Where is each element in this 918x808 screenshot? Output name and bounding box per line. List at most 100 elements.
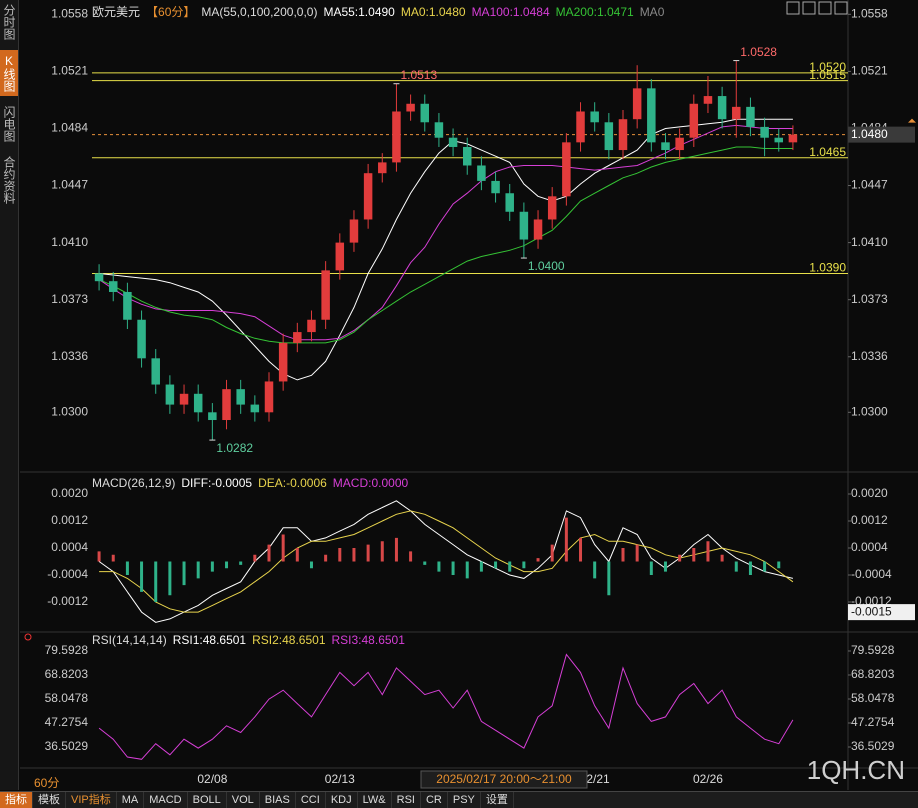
candle-body <box>278 342 288 382</box>
icon[interactable] <box>786 1 800 15</box>
candle-body <box>760 126 769 138</box>
extreme-label: 1.0528 <box>740 45 777 59</box>
candle-body <box>264 381 274 413</box>
y-tick-label: 0.0004 <box>851 540 888 554</box>
window-icons <box>786 1 848 15</box>
level-label: 1.0515 <box>809 68 846 82</box>
y-tick-label: 1.0410 <box>51 235 88 249</box>
y-tick-label: -0.0012 <box>47 594 88 608</box>
candle-body <box>519 211 529 240</box>
y-tick-label: 0.0012 <box>851 513 888 527</box>
candle-body <box>349 219 359 243</box>
toolbar-item[interactable]: MACD <box>144 792 188 808</box>
candle-body <box>505 193 514 212</box>
sidebar-tab[interactable]: 闪电图 <box>2 106 16 142</box>
sidebar-tab[interactable]: 合约资料 <box>2 156 16 204</box>
period-tab[interactable]: 60分 <box>34 776 60 790</box>
series-line <box>99 118 793 381</box>
y-tick-label: 79.5928 <box>45 643 89 657</box>
toolbar-item[interactable]: 设置 <box>481 792 514 808</box>
toolbar-item[interactable]: BOLL <box>188 792 227 808</box>
crosshair-box <box>420 770 588 789</box>
y-tick-label: 0.0020 <box>851 486 888 500</box>
toolbar-item[interactable]: VOL <box>227 792 260 808</box>
y-tick-label: -0.0004 <box>851 567 892 581</box>
y-tick-label: 1.0521 <box>51 64 88 78</box>
candle-body <box>661 142 670 151</box>
candle-body <box>137 319 146 359</box>
candle-body <box>632 88 642 120</box>
icon[interactable] <box>802 1 816 15</box>
value-tag <box>848 604 915 621</box>
level-label: 1.0465 <box>809 145 846 159</box>
price-tag-label: 1.0480 <box>851 127 888 141</box>
level-label: 1.0520 <box>809 60 846 74</box>
candle-body <box>420 103 430 123</box>
candle-body <box>562 142 571 197</box>
toolbar-item[interactable]: PSY <box>448 792 481 808</box>
candle-body <box>236 389 245 405</box>
toolbar-item[interactable]: CR <box>421 792 448 808</box>
candle-body <box>378 162 387 174</box>
toolbar-item[interactable]: 指标 <box>0 792 33 808</box>
y-tick-label: 1.0447 <box>51 178 88 192</box>
candle-body <box>788 134 798 143</box>
legend-entry: RSI1:48.6501 <box>172 633 247 647</box>
extreme-label: 1.0513 <box>400 68 437 82</box>
y-tick-label: 36.5029 <box>851 739 895 753</box>
value-tag-label: -0.0015 <box>851 604 892 618</box>
candle-body <box>250 404 260 413</box>
candle-body <box>222 389 231 421</box>
candle-body <box>165 384 175 405</box>
toolbar-item[interactable]: CCI <box>296 792 326 808</box>
candle-body <box>307 319 316 333</box>
candle-body <box>618 119 628 151</box>
toolbar-item[interactable]: KDJ <box>326 792 358 808</box>
series-line <box>98 653 794 760</box>
indicator-icon <box>24 633 32 641</box>
sidebar-tab[interactable]: 分时图 <box>2 4 16 40</box>
toolbar-item[interactable]: RSI <box>392 792 421 808</box>
price-tag <box>848 126 915 143</box>
indicator: MA(55,0,100,200,0,0) <box>201 5 318 19</box>
y-tick-label: 1.0410 <box>851 235 888 249</box>
legend-entry: RSI3:48.6501 <box>331 633 405 647</box>
candle-body <box>491 180 500 194</box>
candle-body <box>94 273 104 282</box>
chart-title: RSI(14,14,14) <box>92 633 167 647</box>
candle-body <box>689 103 699 138</box>
x-tick-label: 02/26 <box>693 772 723 786</box>
period: 【60分】 <box>146 5 196 19</box>
candle-body <box>746 106 755 127</box>
toolbar-item[interactable]: LW& <box>358 792 392 808</box>
sidebar: 分时图 K线图闪电图合约资料 <box>0 0 19 790</box>
candle-body <box>732 106 741 120</box>
chart: 1QH.CN 1.0558 1.0558 1.0521 1.0521 1.0484 1.0… <box>20 0 918 790</box>
candle-body <box>533 219 543 240</box>
legend-entry: MA55:1.0490 <box>323 5 395 19</box>
y-tick-label: 36.5029 <box>45 739 89 753</box>
candle-body <box>448 137 458 147</box>
icon[interactable] <box>834 1 848 15</box>
toolbar-item[interactable]: VIP指标 <box>66 792 117 808</box>
candle-body <box>406 103 415 112</box>
y-tick-label: 1.0373 <box>51 292 88 306</box>
candle-body <box>123 291 132 320</box>
sidebar-tab[interactable]: K线图 <box>0 50 18 96</box>
toolbar-item[interactable]: BIAS <box>260 792 296 808</box>
y-tick-label: 0.0004 <box>51 540 88 554</box>
toolbar-item[interactable]: 模板 <box>33 792 66 808</box>
y-tick-label: -0.0004 <box>47 567 88 581</box>
series-line <box>98 500 794 623</box>
price-header: 欧元美元 【60分】 MA(55,0,100,200,0,0) MA55:1.0490… <box>92 3 670 20</box>
icon[interactable] <box>818 1 832 15</box>
y-tick-label: 47.2754 <box>851 715 895 729</box>
y-tick-label: 1.0300 <box>851 404 888 418</box>
candle-body <box>547 196 557 220</box>
legend-entry: MA0 <box>639 5 665 19</box>
y-tick-label: 47.2754 <box>45 715 89 729</box>
y-tick-label: 1.0373 <box>851 292 888 306</box>
candle-body <box>434 122 444 138</box>
toolbar-item[interactable]: MA <box>117 792 145 808</box>
candle-body <box>462 146 472 166</box>
